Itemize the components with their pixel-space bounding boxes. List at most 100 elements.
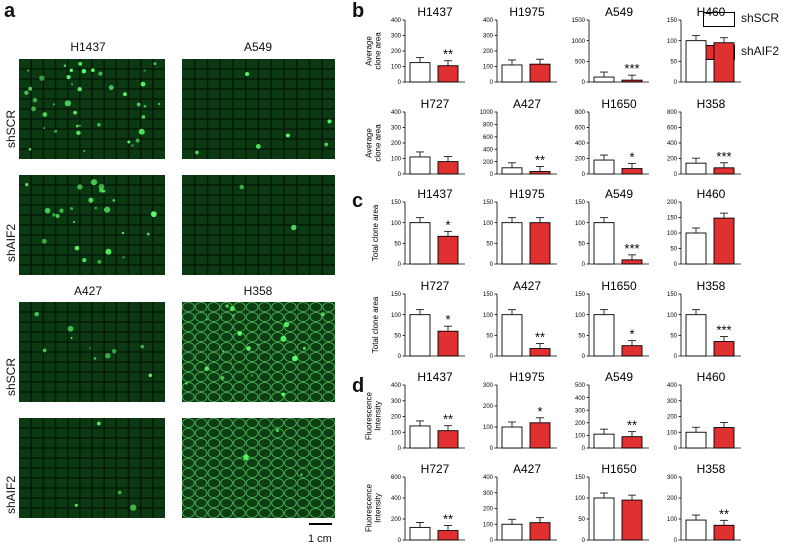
chart-title: H1650 [601,279,637,293]
well-circle [309,487,323,499]
chart-d-h358: H358 0 100 200 300 ** [667,462,741,544]
well-circle [194,351,208,363]
well-circle [233,507,246,519]
chart-b-h1650: H1650 0 200 400 600 800 * [575,97,649,178]
well-circle [258,311,272,323]
well-circle [271,321,284,333]
significance-label: ** [443,47,453,62]
clone-spot [98,183,105,190]
well-circle [271,381,284,393]
clone-spot [94,206,98,210]
y-tick-label: 300 [391,34,402,40]
well-circle [284,391,297,403]
y-tick-label: 0 [674,172,678,178]
micrograph-7 [19,418,165,518]
well-circle [182,321,195,333]
y-tick-label: 100 [483,522,494,528]
significance-label: ** [719,506,729,521]
well-circle [245,361,259,373]
y-tick-label: 150 [483,200,494,206]
y-tick-label: 150 [575,200,586,206]
chart-title: H358 [697,462,726,476]
clone-spot [143,104,147,108]
well-circle [271,427,284,439]
y-tick-label: 150 [667,216,678,222]
well-circle [207,321,221,333]
well-circle [245,427,259,439]
clone-spot [112,348,117,354]
well-circle [220,321,233,333]
y-tick-label: 500 [575,60,586,66]
well-circle [207,427,221,439]
well-circle [309,351,323,363]
bar-shaif2 [437,235,459,265]
clone-spot [43,127,46,129]
well-circle [271,341,284,353]
well-circle [284,371,297,383]
y-tick-label: 100 [483,425,494,431]
clone-spot [105,352,111,359]
bar-shaif2 [621,79,643,83]
well-circle [182,417,195,429]
clone-spot [239,184,244,190]
y-tick-label: 0 [582,354,586,360]
well-circle [258,361,272,373]
well-circle [245,371,259,383]
clone-spot [26,69,30,72]
well-circle [322,351,335,363]
chart-d-h727: H727 0 200 400 600 ** [391,462,465,544]
well-circle [233,417,246,429]
clone-spot [24,90,29,95]
well-circle [271,351,284,363]
bar-shscr [501,167,523,175]
clone-spot [285,133,290,138]
y-tick-label: 800 [575,110,586,116]
clone-spot [71,83,74,86]
clone-spot [121,232,125,235]
bar-shaif2 [529,171,551,175]
y-tick-label: 400 [391,496,402,502]
well-circle [309,311,323,323]
y-tick-label: 200 [483,507,494,513]
well-circle [194,321,208,333]
clone-spot [28,148,32,151]
well-circle [309,457,323,469]
y-tick-label: 300 [483,383,494,389]
well-circle [220,487,233,499]
ylabel-d-top: Fluorescence Intensity [365,391,383,440]
well-circle [271,437,284,449]
ylabel-d-bottom-line: Intensity [374,493,383,523]
bar-shscr [409,156,431,175]
y-tick-label: 100 [483,65,494,71]
bar-shscr [501,426,523,449]
chart-c-h727: H727 0 50 100 150 * [391,279,465,360]
clone-spot [67,325,74,332]
well-circle [271,417,284,429]
y-tick-label: 0 [582,262,586,268]
bar-shaif2 [713,167,735,175]
well-circle [207,341,221,353]
well-circle [194,311,208,323]
well-circle [194,487,208,499]
y-tick-label: 0 [582,538,586,544]
clone-spot [157,102,161,106]
y-tick-label: 100 [483,221,494,227]
well-circle [284,311,297,323]
well-circle [207,381,221,393]
ylabel-d-bottom-line: Fluorescence [365,483,374,532]
chart-d-h460: H460 0 100 200 300 400 [667,370,741,452]
well-circle [296,371,310,383]
well-circle [233,391,246,403]
y-tick-label: 150 [391,292,402,298]
clone-spot [103,206,111,213]
y-tick-label: 50 [670,60,677,66]
bar-shscr [593,222,615,265]
well-circle [182,437,195,449]
well-circle [271,371,284,383]
bar-shaif2 [437,430,459,449]
ylabel-b-bottom-line: clone area [374,124,383,162]
clone-spot [135,138,140,143]
y-tick-label: 0 [398,354,402,360]
clone-spot [55,214,60,218]
